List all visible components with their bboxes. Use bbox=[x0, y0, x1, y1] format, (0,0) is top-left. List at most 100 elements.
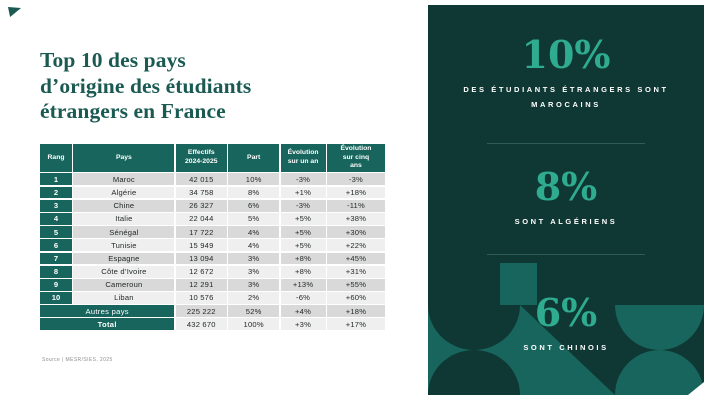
data-cell: +31% bbox=[326, 265, 385, 278]
data-cell: 42 015 bbox=[175, 173, 227, 186]
page-title: Top 10 des pays d’origine des étudiants … bbox=[40, 48, 251, 124]
data-cell: 26 327 bbox=[175, 199, 227, 212]
data-cell: +30% bbox=[326, 226, 385, 238]
page-title-line: d’origine des étudiants bbox=[40, 73, 252, 98]
data-cell: +8% bbox=[280, 265, 326, 278]
corner-mark-icon bbox=[8, 7, 21, 17]
data-cell: Côte d’Ivoire bbox=[73, 265, 175, 278]
divider bbox=[487, 143, 645, 144]
data-cell: Tunisie bbox=[73, 239, 175, 252]
data-cell: 3% bbox=[228, 265, 280, 278]
pattern-circles-left bbox=[428, 305, 520, 395]
data-cell: +55% bbox=[326, 278, 385, 291]
stat-label: DES ÉTUDIANTS ÉTRANGERS SONT MAROCAINS bbox=[463, 85, 669, 109]
stat-value: 10% bbox=[521, 32, 611, 78]
column-header: Évolution sur cinq ans bbox=[326, 144, 385, 172]
data-cell: +8% bbox=[280, 252, 326, 265]
data-cell: +45% bbox=[326, 252, 385, 265]
data-cell: +18% bbox=[326, 305, 385, 318]
data-cell: 5% bbox=[228, 212, 280, 225]
rank-cell: 8 bbox=[40, 265, 72, 278]
data-cell: 4% bbox=[228, 239, 280, 252]
data-cell: +60% bbox=[326, 292, 385, 304]
data-cell: Sénégal bbox=[73, 226, 175, 238]
data-cell: 6% bbox=[228, 199, 280, 212]
data-cell: 3% bbox=[228, 252, 280, 265]
data-cell: -3% bbox=[280, 199, 326, 212]
data-cell: -6% bbox=[280, 292, 326, 304]
summary-label: Autres pays bbox=[40, 305, 175, 318]
data-cell: +5% bbox=[280, 212, 326, 225]
rank-cell: 5 bbox=[40, 226, 72, 238]
source-note: Source | MESR/SIES, 2025 bbox=[42, 357, 113, 363]
stat-algeriens: 8% SONT ALGÉRIENS bbox=[428, 144, 704, 254]
data-cell: Espagne bbox=[73, 252, 175, 265]
data-cell: Liban bbox=[73, 292, 175, 304]
data-cell: +38% bbox=[326, 212, 385, 225]
data-cell: +3% bbox=[280, 318, 326, 331]
data-cell: -11% bbox=[326, 199, 385, 212]
data-cell: 10% bbox=[228, 173, 280, 186]
pattern-diagonal bbox=[520, 305, 615, 395]
data-cell: 3% bbox=[228, 278, 280, 291]
pattern-block bbox=[500, 263, 537, 305]
data-cell: 52% bbox=[228, 305, 280, 318]
rank-cell: 1 bbox=[40, 173, 72, 186]
data-cell: -3% bbox=[280, 173, 326, 186]
data-cell: +17% bbox=[326, 318, 385, 331]
data-cell: 432 670 bbox=[175, 318, 227, 331]
stat-marocains: 10% DES ÉTUDIANTS ÉTRANGERS SONT MAROCAI… bbox=[428, 5, 704, 143]
data-cell: 12 672 bbox=[175, 265, 227, 278]
rank-cell: 10 bbox=[40, 292, 72, 304]
rank-cell: 7 bbox=[40, 252, 72, 265]
divider bbox=[487, 254, 645, 255]
data-cell: +1% bbox=[280, 186, 326, 199]
data-cell: Maroc bbox=[73, 173, 175, 186]
data-cell: 15 949 bbox=[175, 239, 227, 252]
data-cell: 225 222 bbox=[175, 305, 227, 318]
data-cell: 22 044 bbox=[175, 212, 227, 225]
data-cell: 4% bbox=[228, 226, 280, 238]
stat-label: SONT ALGÉRIENS bbox=[514, 217, 618, 227]
highlights-panel: 10% DES ÉTUDIANTS ÉTRANGERS SONT MAROCAI… bbox=[428, 5, 704, 395]
data-cell: 17 722 bbox=[175, 226, 227, 238]
data-cell: +4% bbox=[280, 305, 326, 318]
column-header: Rang bbox=[40, 144, 72, 172]
data-cell: -3% bbox=[326, 173, 385, 186]
stats-list: 10% DES ÉTUDIANTS ÉTRANGERS SONT MAROCAI… bbox=[428, 5, 704, 395]
rank-cell: 3 bbox=[40, 199, 72, 212]
data-cell: 34 758 bbox=[175, 186, 227, 199]
stat-value: 8% bbox=[534, 164, 598, 210]
country-table: Rang Pays Effectifs 2024-2025 Part Évolution… bbox=[40, 144, 385, 331]
data-cell: +5% bbox=[280, 226, 326, 238]
data-cell: 12 291 bbox=[175, 278, 227, 291]
data-cell: Cameroun bbox=[73, 278, 175, 291]
column-header: Effectifs 2024-2025 bbox=[175, 144, 227, 172]
column-header: Évolution sur un an bbox=[280, 144, 326, 172]
data-cell: 2% bbox=[228, 292, 280, 304]
column-header: Part bbox=[228, 144, 280, 172]
rank-cell: 9 bbox=[40, 278, 72, 291]
data-cell: 13 094 bbox=[175, 252, 227, 265]
data-cell: Chine bbox=[73, 199, 175, 212]
data-cell: 10 576 bbox=[175, 292, 227, 304]
rank-cell: 2 bbox=[40, 186, 72, 199]
pattern-circles-right bbox=[615, 305, 704, 395]
data-cell: 8% bbox=[228, 186, 280, 199]
data-cell: Algérie bbox=[73, 186, 175, 199]
stat-label: SONT CHINOIS bbox=[523, 343, 609, 353]
summary-label: Total bbox=[40, 318, 175, 331]
rank-cell: 6 bbox=[40, 239, 72, 252]
stat-value: 6% bbox=[534, 290, 598, 336]
data-cell: +13% bbox=[280, 278, 326, 291]
data-cell: +5% bbox=[280, 239, 326, 252]
page-title-line: étrangers en France bbox=[40, 99, 226, 124]
data-cell: Italie bbox=[73, 212, 175, 225]
rank-cell: 4 bbox=[40, 212, 72, 225]
data-cell: 100% bbox=[228, 318, 280, 331]
page-title-line: Top 10 des pays bbox=[40, 48, 186, 73]
data-cell: +18% bbox=[326, 186, 385, 199]
stat-chinois: 6% SONT CHINOIS bbox=[428, 255, 704, 395]
column-header: Pays bbox=[73, 144, 175, 172]
data-cell: +22% bbox=[326, 239, 385, 252]
